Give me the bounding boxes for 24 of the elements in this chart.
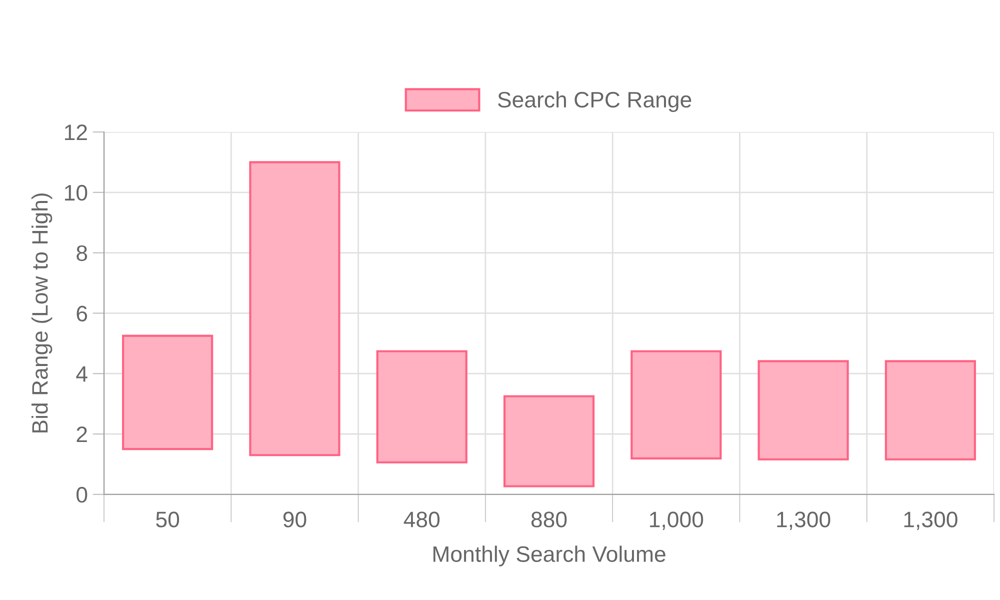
bar [758,360,849,460]
y-axis-title: Bid Range (Low to High) [31,194,52,432]
x-axis-title: Monthly Search Volume [433,546,666,566]
x-tick-label: 50 [156,512,180,528]
y-tick-label: 10 [65,184,88,201]
y-tick-label: 2 [76,426,87,442]
y-tick-label: 12 [65,124,87,140]
x-tick-label: 1,300 [904,512,958,530]
x-tick-label: 1,300 [777,512,830,530]
bar [376,350,468,464]
x-tick-label: 90 [283,512,306,528]
x-tick-label: 480 [404,512,440,528]
x-tick-label: 880 [531,512,567,528]
legend-label: Search CPC Range [498,91,692,112]
bar [884,360,976,460]
bar [122,334,214,450]
bar [503,395,595,488]
bar [630,350,722,460]
bar [249,161,340,456]
y-tick-label: 8 [76,245,88,262]
y-tick-label: 0 [76,486,88,503]
y-tick-label: 4 [76,366,88,382]
x-tick-label: 1,000 [650,512,704,530]
y-tick-label: 6 [76,306,88,322]
